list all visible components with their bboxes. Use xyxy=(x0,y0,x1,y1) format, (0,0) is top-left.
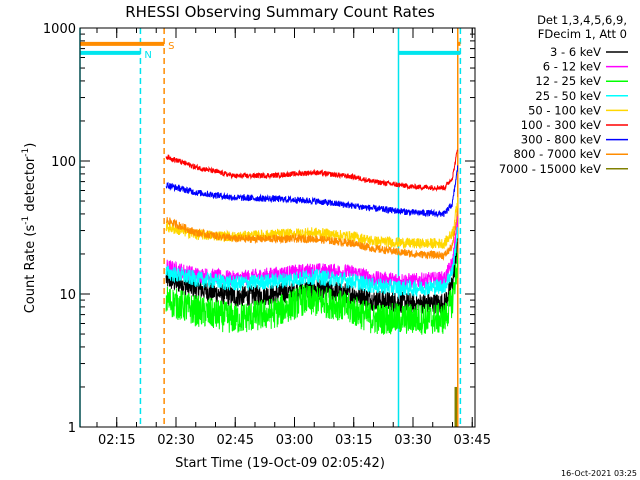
legend-entry-label: 6 - 12 keV xyxy=(543,60,601,74)
legend-entry-label: 25 - 50 keV xyxy=(535,89,601,103)
y-tick-label: 1 xyxy=(68,421,76,436)
flag-label: S xyxy=(168,41,174,52)
y-axis-label-close: ) xyxy=(23,143,38,148)
legend-entry-label: 7000 - 15000 keV xyxy=(499,162,601,176)
y-axis-label-tail: detector xyxy=(23,156,38,216)
x-tick-label: 03:15 xyxy=(335,433,372,448)
x-tick-label: 02:45 xyxy=(217,433,254,448)
series-line xyxy=(165,234,459,315)
flag-label: N xyxy=(144,50,151,61)
y-axis-label-start: Count Rate (s xyxy=(23,225,38,314)
series-line xyxy=(165,149,459,192)
legend-entry-label: 800 - 7000 keV xyxy=(513,147,601,161)
y-axis-label-exponent-2: -1 xyxy=(21,148,31,157)
x-tick-label: 03:30 xyxy=(394,433,431,448)
x-tick-label: 03:45 xyxy=(454,433,491,448)
legend-entry-label: 50 - 100 keV xyxy=(528,103,601,117)
legend-entry-label: 100 - 300 keV xyxy=(521,118,601,132)
plot-frame xyxy=(79,27,476,428)
y-axis-label: Count Rate (s-1 detector-1) xyxy=(21,143,38,314)
y-tick-label: 10 xyxy=(59,288,76,303)
legend-header-line-2: FDecim 1, Att 0 xyxy=(538,27,627,41)
series-line xyxy=(165,252,459,335)
legend-entry-label: 300 - 800 keV xyxy=(521,133,601,147)
x-axis-label: Start Time (19-Oct-09 02:05:42) xyxy=(175,456,385,471)
series-line xyxy=(165,165,459,219)
y-tick-label: 1000 xyxy=(43,22,76,37)
series-line xyxy=(165,226,459,298)
legend-entry-label: 3 - 6 keV xyxy=(550,45,601,59)
legend: Det 1,3,4,5,6,9, FDecim 1, Att 0 3 - 6 k… xyxy=(499,13,628,176)
x-tick-label: 02:15 xyxy=(98,433,135,448)
timestamp: 16-Oct-2021 03:25 xyxy=(561,469,637,478)
x-tick-label: 03:00 xyxy=(276,433,313,448)
y-axis-label-exponent: -1 xyxy=(21,216,31,225)
y-tick-label: 100 xyxy=(51,155,76,170)
chart-title: RHESSI Observing Summary Count Rates xyxy=(125,3,435,21)
series-line xyxy=(165,211,459,261)
legend-entry-label: 12 - 25 keV xyxy=(535,74,601,88)
x-tick-label: 02:30 xyxy=(157,433,194,448)
legend-header-line-1: Det 1,3,4,5,6,9, xyxy=(537,13,627,27)
